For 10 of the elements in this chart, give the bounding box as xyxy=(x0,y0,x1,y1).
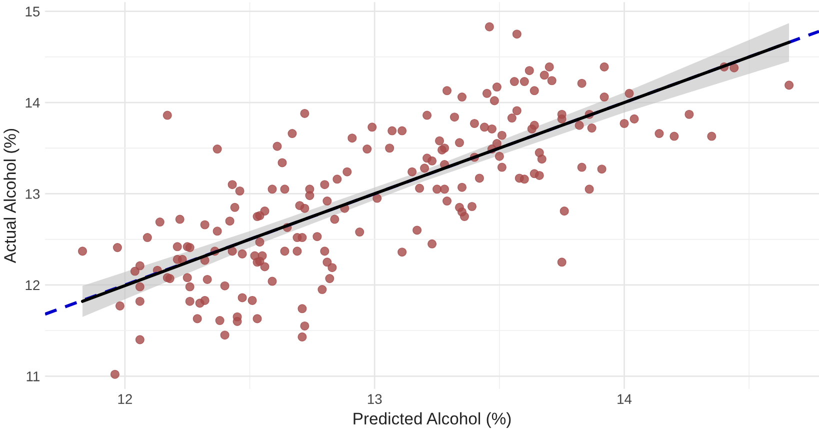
y-tick-label: 14 xyxy=(26,98,40,108)
x-axis-title: Predicted Alcohol (%) xyxy=(354,412,511,428)
y-tick-label: 13 xyxy=(26,189,40,199)
x-tick-label: 12 xyxy=(118,394,132,404)
y-tick-label: 15 xyxy=(26,6,40,16)
y-tick-label: 12 xyxy=(26,280,40,290)
y-tick-label: 11 xyxy=(26,372,40,382)
y-axis-title: Actual Alcohol (%) xyxy=(4,128,20,264)
x-tick-label: 14 xyxy=(618,394,632,404)
x-tick-label: 13 xyxy=(368,394,382,404)
